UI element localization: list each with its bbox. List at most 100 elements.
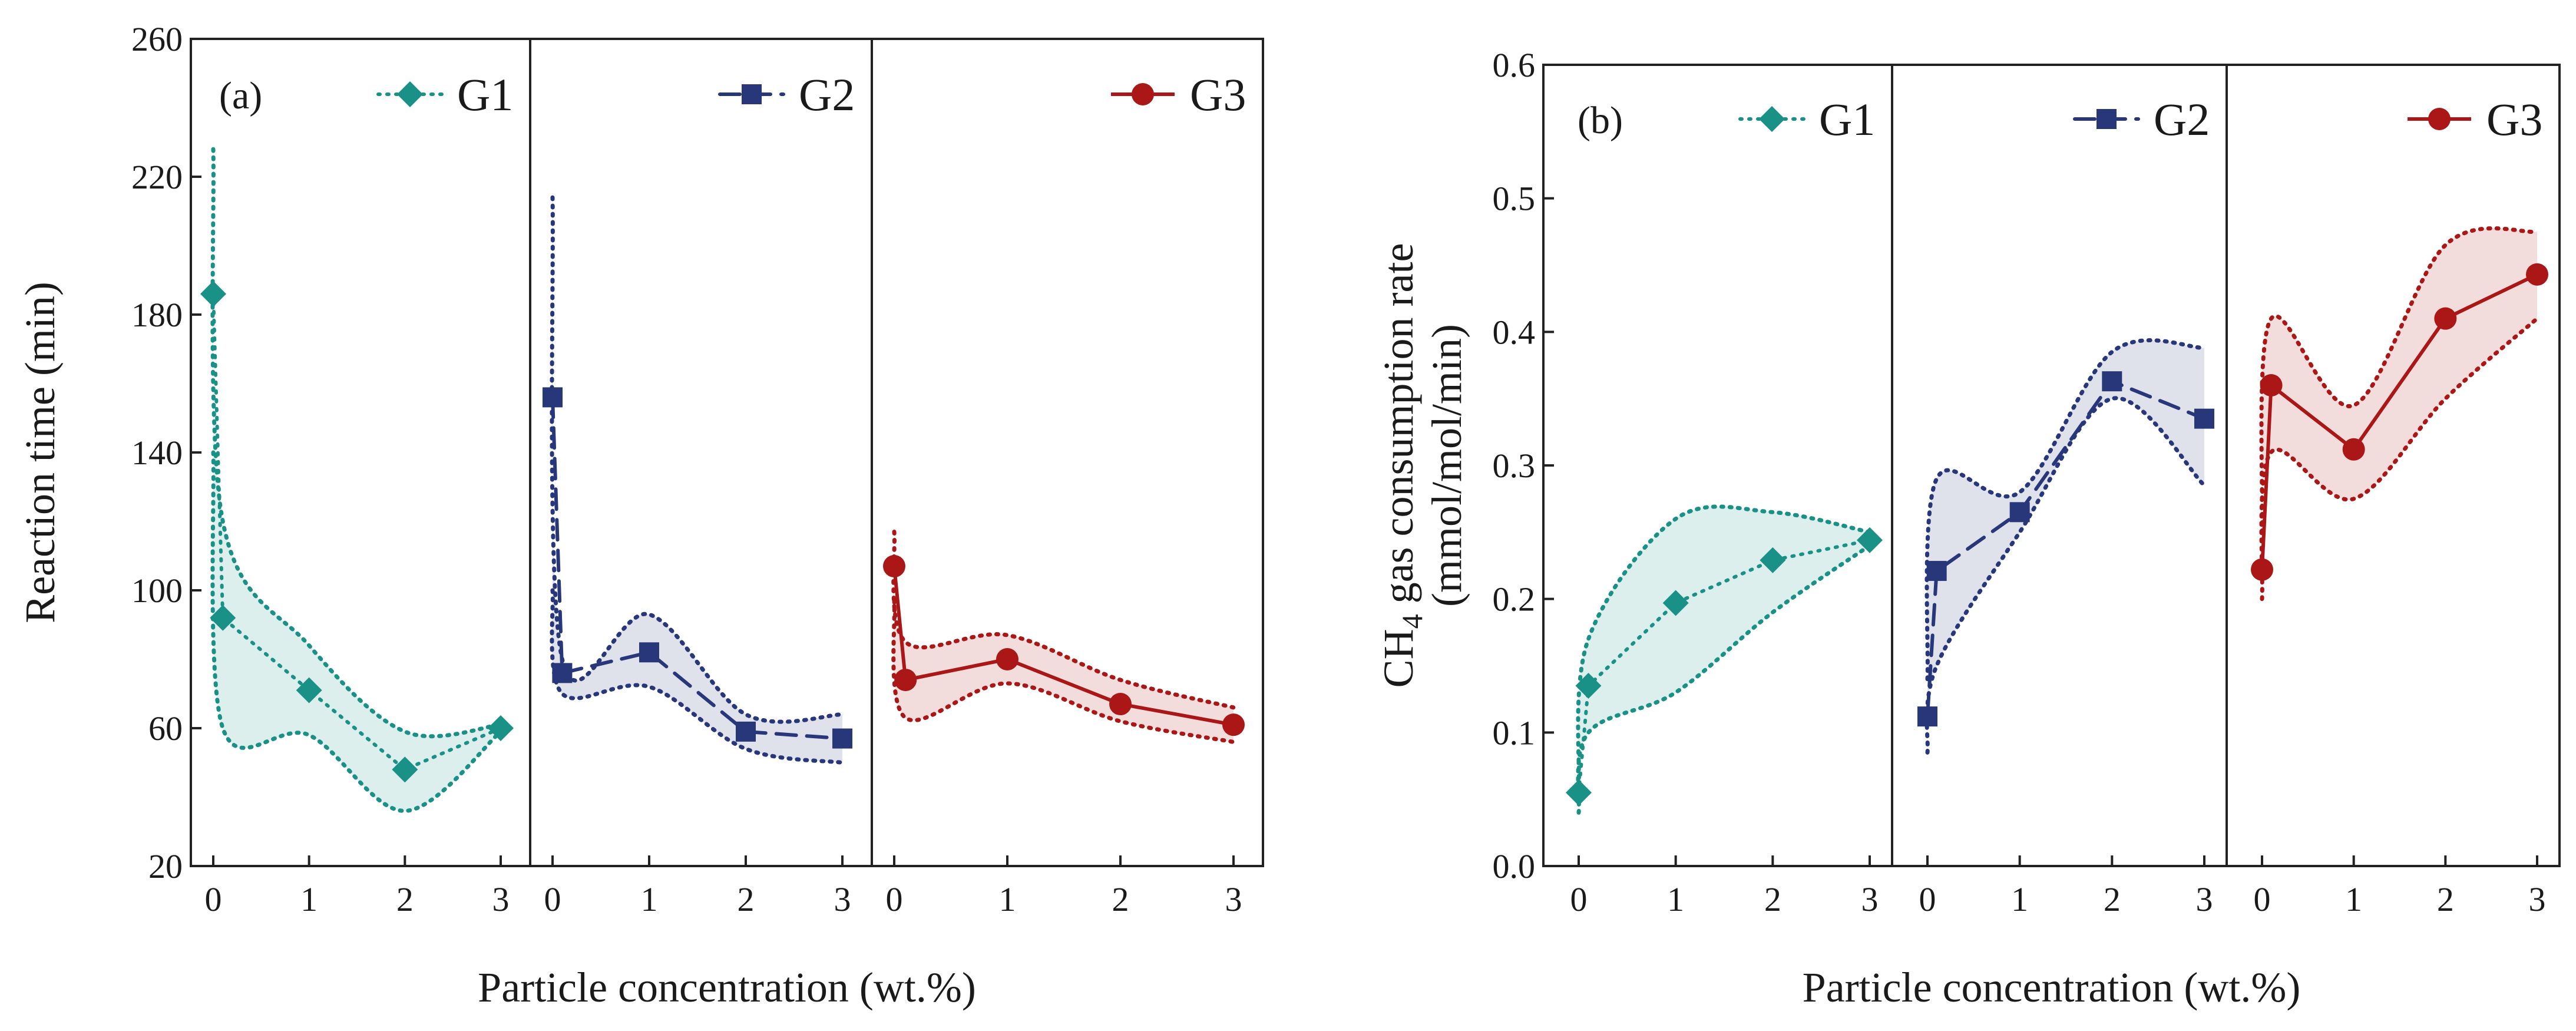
data-point: [2342, 438, 2365, 461]
x-axis-title: Particle concentration (wt.%): [478, 964, 976, 1011]
data-point: [543, 387, 563, 408]
y-tick-label: 20: [148, 847, 183, 885]
series-G2: [1917, 338, 2214, 755]
x-tick-label: 0: [2254, 880, 2271, 918]
x-tick-label: 3: [1861, 880, 1879, 918]
x-tick-label: 3: [492, 880, 510, 918]
data-point: [200, 280, 226, 307]
y-axis-title: CH4 gas consumption rate: [1375, 243, 1428, 688]
y-tick-label: 0.6: [1493, 46, 1536, 84]
panel-a: 20 60 100 140 180 220 260 0 1 2 3 G1 0 1 2 3 G2 0 1 2 3 G3 (a)…: [16, 20, 1264, 1011]
y-tick-label: 100: [131, 571, 183, 610]
data-point: [996, 648, 1019, 670]
legend-G2: G2: [2073, 94, 2210, 145]
y-tick-label: 220: [131, 158, 183, 196]
band-upper-edge: [1576, 504, 1872, 788]
y-tick-label: 0.2: [1493, 580, 1536, 619]
series-G2: [543, 195, 852, 765]
data-point: [1222, 713, 1245, 736]
legend-G1: G1: [1738, 94, 1875, 145]
y-tick-label: 140: [131, 434, 183, 472]
data-point: [1662, 590, 1689, 616]
legend-marker: [1759, 106, 1785, 132]
x-tick-label: 0: [205, 880, 222, 918]
data-point: [883, 555, 905, 578]
panel-b: 0.0 0.1 0.2 0.3 0.4 0.5 0.6 0 1 2 3 G1 0 1 2 3 G2 0 1 2 3 G3 (…: [1375, 46, 2561, 1011]
x-tick-label: 2: [2437, 880, 2454, 918]
data-point: [1917, 706, 1937, 727]
legend-G1: G1: [376, 69, 513, 120]
x-tick-label: 3: [2529, 880, 2546, 918]
x-tick-label: 1: [641, 880, 658, 918]
data-point: [2434, 307, 2457, 330]
confidence-band: [551, 197, 842, 763]
band-lower-edge: [2259, 316, 2539, 602]
data-point: [1857, 527, 1883, 553]
legend-G2: G2: [718, 69, 855, 120]
legend-label: G2: [799, 69, 855, 120]
series-line: [1577, 538, 1871, 795]
band-upper-edge: [550, 195, 845, 724]
data-point: [1926, 561, 1947, 581]
x-tick-label: 0: [1919, 880, 1936, 918]
y-tick-label: 0.3: [1493, 447, 1536, 485]
confidence-band: [212, 149, 501, 811]
data-point: [1760, 547, 1786, 573]
legend-marker: [2096, 109, 2117, 129]
legend-marker: [397, 81, 423, 107]
x-tick-label: 0: [1570, 880, 1588, 918]
band-lower-edge: [891, 599, 1236, 744]
confidence-band: [1578, 506, 1870, 813]
x-tick-label: 1: [2011, 880, 2028, 918]
band-lower-edge: [1576, 543, 1872, 815]
band-upper-edge: [210, 147, 503, 739]
data-point: [832, 728, 852, 749]
x-tick-label: 2: [738, 880, 755, 918]
x-tick-label: 1: [300, 880, 318, 918]
x-tick-label: 1: [1667, 880, 1684, 918]
y-tick-label: 0.5: [1493, 180, 1536, 218]
y-axis-title: Reaction time (min): [16, 282, 64, 623]
legend-label: G1: [1819, 94, 1875, 145]
data-point: [392, 756, 418, 783]
data-point: [210, 604, 236, 631]
y-tick-label: 260: [131, 20, 183, 58]
series-line: [551, 395, 844, 741]
data-point: [2260, 374, 2283, 396]
y-tick-label: 0.4: [1493, 313, 1536, 351]
data-point: [296, 677, 322, 703]
x-tick-label: 2: [1764, 880, 1781, 918]
data-point: [2009, 502, 2030, 523]
x-axis-title: Particle concentration (wt.%): [1803, 964, 2301, 1011]
y-tick-label: 180: [131, 296, 183, 334]
data-point: [1109, 693, 1132, 716]
data-point: [552, 663, 573, 683]
data-point: [2194, 408, 2214, 429]
legend-marker: [742, 84, 762, 104]
band-upper-edge: [1924, 338, 2207, 682]
band-lower-edge: [1924, 396, 2207, 755]
confidence-band: [893, 531, 1234, 742]
x-tick-label: 3: [834, 880, 851, 918]
x-tick-label: 1: [2345, 880, 2362, 918]
data-point: [639, 642, 659, 663]
x-tick-label: 2: [2104, 880, 2121, 918]
data-point: [2251, 558, 2273, 581]
data-point: [736, 721, 756, 742]
data-point: [2526, 263, 2548, 286]
x-tick-label: 0: [886, 880, 903, 918]
x-tick-label: 1: [999, 880, 1016, 918]
legend-G3: G3: [2408, 94, 2542, 145]
band-lower-edge: [210, 450, 503, 813]
y-axis-title-units: (mmol/mol/min): [1423, 324, 1470, 607]
panel-label: (b): [1578, 99, 1623, 142]
panel-label: (a): [219, 74, 262, 117]
x-tick-label: 2: [396, 880, 414, 918]
data-point: [1566, 779, 1592, 806]
y-axis-title-ch: CH: [1375, 629, 1422, 688]
series-G1: [1566, 504, 1883, 815]
confidence-band: [2261, 228, 2537, 599]
legend-label: G2: [2154, 94, 2210, 145]
series-G1: [200, 147, 514, 813]
